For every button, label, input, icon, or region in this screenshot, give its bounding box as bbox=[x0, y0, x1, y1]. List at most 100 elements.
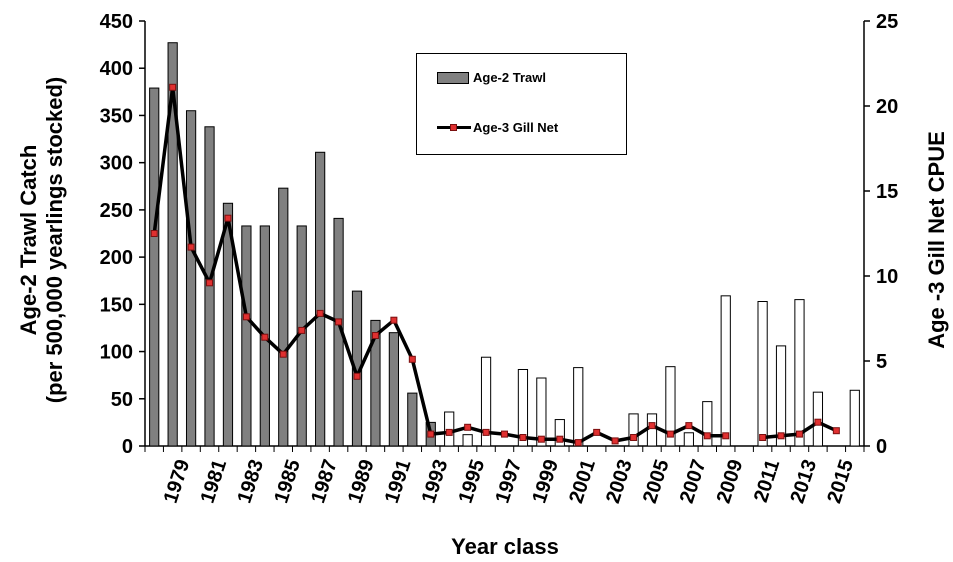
bar-2013 bbox=[794, 299, 805, 447]
gill-net-point-1992 bbox=[408, 355, 416, 363]
bar-1996 bbox=[480, 356, 492, 447]
bar-1987 bbox=[315, 151, 326, 447]
gill-net-point-1984 bbox=[261, 333, 269, 341]
gill-net-point-1997 bbox=[501, 430, 508, 438]
x-tick-label-1985: 1985 bbox=[270, 457, 305, 506]
bar-2016 bbox=[849, 389, 860, 447]
bar-2006 bbox=[665, 366, 676, 447]
legend-label-trawl: Age-2 Trawl bbox=[473, 70, 546, 85]
bar-1980 bbox=[185, 110, 197, 447]
legend-item-trawl: Age-2 Trawl bbox=[437, 70, 546, 85]
legend-label-gillnet: Age-3 Gill Net bbox=[473, 120, 559, 135]
bar-1979 bbox=[167, 42, 178, 447]
y-axis-label: Age-2 Trawl Catch (per 500,000 yearlings … bbox=[16, 30, 68, 450]
gill-net-point-1986 bbox=[298, 326, 306, 334]
bar-2001 bbox=[573, 367, 584, 447]
left-y-ticks: 0 50 100 150 200 250 300 350 400 450 bbox=[100, 11, 145, 458]
gill-net-point-2002 bbox=[593, 428, 601, 436]
bars bbox=[149, 42, 860, 447]
x-tick-label-1999: 1999 bbox=[528, 457, 563, 506]
y-tick-label-350: 350 bbox=[100, 105, 133, 127]
bar-2009 bbox=[720, 295, 731, 447]
gill-net-point-1998 bbox=[519, 434, 527, 441]
y-tick-label-150: 150 bbox=[100, 294, 133, 316]
gill-net-point-1980 bbox=[187, 243, 195, 251]
gill-net-point-2013 bbox=[795, 430, 803, 438]
bar-1998 bbox=[517, 369, 529, 447]
x-tick-label-2013: 2013 bbox=[786, 457, 821, 506]
y2-tick-label-10: 10 bbox=[876, 266, 898, 288]
x-ticks: 1979 1981 1983 1985 1987 1989 1991 1993 1995 1997… bbox=[144, 446, 865, 506]
bar-2004 bbox=[628, 413, 639, 447]
bar-2008 bbox=[702, 401, 713, 447]
gill-net-point-2006 bbox=[666, 430, 674, 438]
gill-net-point-1993 bbox=[427, 430, 435, 438]
bar-2000 bbox=[554, 419, 565, 447]
bar-1985 bbox=[278, 187, 289, 447]
x-tick-label-1987: 1987 bbox=[307, 457, 342, 506]
right-y-ticks: 0 5 10 15 20 25 bbox=[864, 11, 898, 458]
y-axis-label-line-1: (per 500,000 yearlings stocked) bbox=[42, 76, 67, 404]
bar-1981 bbox=[204, 126, 215, 447]
y2-tick-label-15: 15 bbox=[876, 181, 898, 203]
legend-bar-swatch bbox=[437, 71, 469, 84]
legend-line-swatch bbox=[437, 121, 471, 135]
bar-2011 bbox=[757, 301, 768, 447]
gill-net-point-2014 bbox=[814, 418, 822, 426]
gill-net-line bbox=[150, 83, 840, 447]
gill-net-point-1978 bbox=[150, 230, 158, 237]
gill-net-point-2008 bbox=[703, 432, 711, 440]
x-tick-label-2005: 2005 bbox=[639, 457, 674, 506]
gill-net-point-1985 bbox=[279, 350, 287, 358]
bar-1999 bbox=[536, 377, 547, 447]
y-tick-label-50: 50 bbox=[111, 389, 133, 411]
gill-net-point-1996 bbox=[482, 428, 490, 436]
bar-1991 bbox=[388, 332, 399, 447]
x-tick-label-2011: 2011 bbox=[750, 457, 784, 505]
x-tick-label-2009: 2009 bbox=[713, 457, 748, 506]
legend-item-gillnet: Age-3 Gill Net bbox=[437, 120, 558, 135]
y-tick-label-100: 100 bbox=[100, 342, 133, 364]
x-tick-label-2007: 2007 bbox=[676, 457, 711, 506]
legend: Age-2 Trawl Age-3 Gill Net bbox=[416, 53, 627, 155]
gill-net-point-2001 bbox=[574, 439, 582, 447]
y-tick-label-250: 250 bbox=[100, 200, 133, 222]
gill-net-point-1988 bbox=[335, 318, 343, 326]
gill-net-point-2011 bbox=[759, 434, 767, 441]
x-tick-label-1983: 1983 bbox=[233, 457, 268, 506]
x-tick-label-1997: 1997 bbox=[492, 457, 527, 506]
bar-1990 bbox=[370, 319, 381, 447]
bar-1978 bbox=[149, 87, 160, 447]
y2-tick-label-5: 5 bbox=[876, 351, 887, 373]
bar-1992 bbox=[407, 392, 418, 447]
gill-net-point-1987 bbox=[316, 309, 324, 317]
gill-net-point-2012 bbox=[777, 432, 785, 440]
x-tick-label-1993: 1993 bbox=[418, 457, 453, 506]
y-tick-label-0: 0 bbox=[122, 436, 133, 458]
bar-2012 bbox=[775, 345, 787, 447]
bar-1995 bbox=[462, 434, 473, 447]
y2-tick-label-0: 0 bbox=[876, 436, 887, 458]
gill-net-point-1991 bbox=[390, 316, 398, 324]
x-tick-label-2015: 2015 bbox=[823, 457, 858, 506]
y-axis-label-line-0: Age-2 Trawl Catch bbox=[16, 144, 41, 336]
y2-tick-label-20: 20 bbox=[876, 96, 898, 118]
gill-net-point-2005 bbox=[648, 422, 656, 430]
gill-net-point-2004 bbox=[630, 434, 638, 441]
y-tick-label-200: 200 bbox=[100, 247, 133, 269]
x-tick-label-2003: 2003 bbox=[602, 457, 637, 506]
y-tick-label-400: 400 bbox=[100, 58, 133, 80]
gill-net-point-2015 bbox=[832, 427, 840, 435]
gill-net-point-1989 bbox=[353, 372, 361, 380]
gill-net-point-1982 bbox=[224, 214, 232, 222]
y2-tick-label-25: 25 bbox=[876, 11, 898, 33]
x-tick-label-2001: 2001 bbox=[565, 457, 600, 506]
gill-net-point-1990 bbox=[371, 332, 379, 339]
gill-net-point-2000 bbox=[556, 435, 564, 443]
gill-net-point-1979 bbox=[169, 83, 177, 91]
bar-1982 bbox=[222, 202, 234, 447]
x-tick-label-1995: 1995 bbox=[455, 457, 490, 506]
gill-net-point-1981 bbox=[206, 279, 214, 287]
bar-2007 bbox=[683, 432, 694, 447]
x-tick-label-1991: 1991 bbox=[381, 457, 416, 506]
